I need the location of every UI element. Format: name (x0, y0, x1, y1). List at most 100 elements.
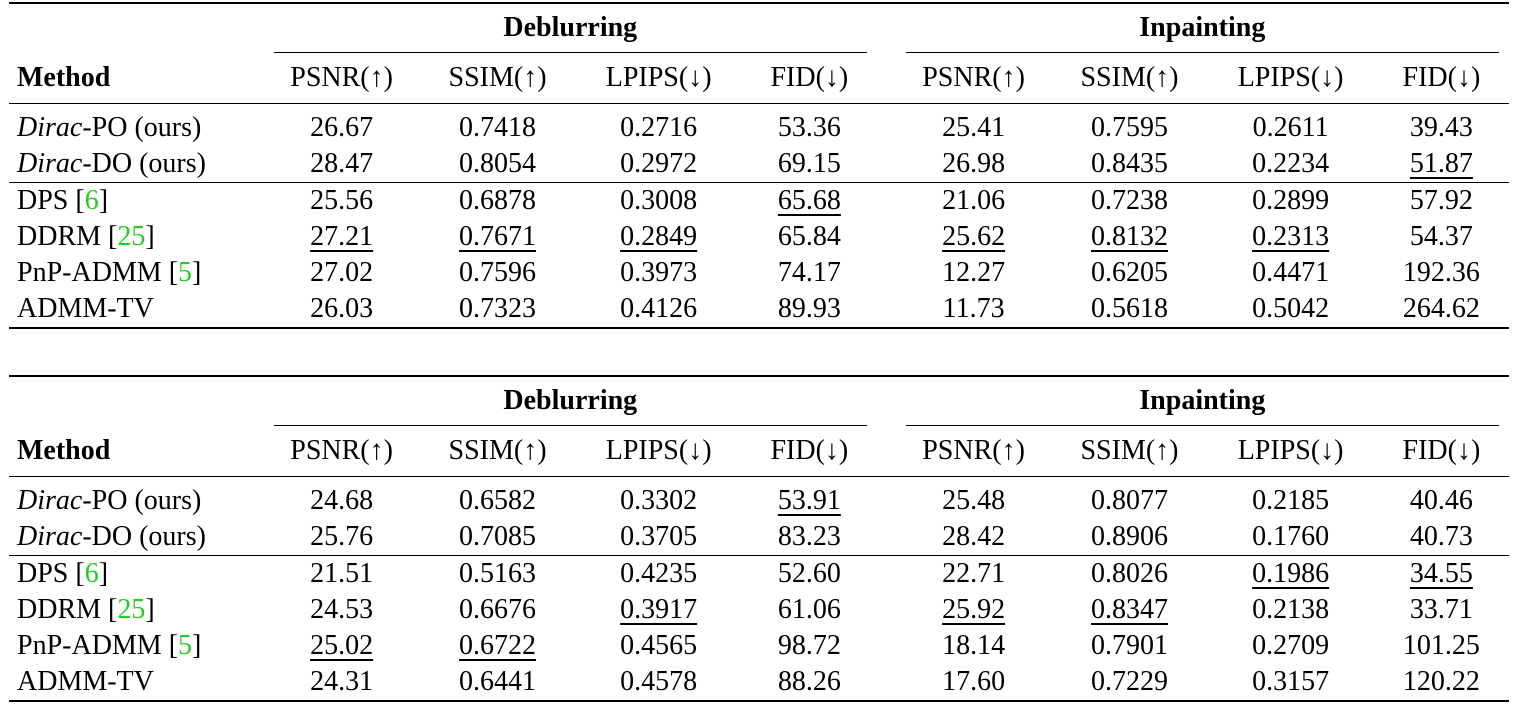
column-header: LPIPS(↓) (1237, 435, 1344, 466)
metric-cell: 28.47 (264, 146, 420, 183)
metric-value: 0.8054 (459, 148, 537, 179)
method-name-text: ADMM-TV (17, 666, 154, 697)
metric-value: 101.25 (1402, 630, 1480, 661)
column-gap (877, 219, 896, 255)
metric-value: 39.43 (1409, 112, 1473, 143)
metric-value: 0.5163 (459, 558, 537, 589)
metric-cell: 25.76 (264, 519, 420, 556)
metric-cell: 89.93 (742, 291, 877, 328)
metric-cell: 0.8435 (1052, 146, 1208, 183)
metric-value: 24.53 (310, 594, 374, 625)
metric-value: 25.56 (310, 185, 374, 216)
method-header: Method (17, 62, 111, 93)
table-row: Dirac-DO (ours) 25.76 0.7085 0.3705 83.23 28.… (9, 519, 1509, 556)
group-header-inpainting: Inpainting (896, 376, 1509, 426)
metric-value: 0.7595 (1091, 112, 1168, 143)
table-row: DPS [6] 21.51 0.5163 0.4235 52.60 22.71 0.8026… (9, 555, 1509, 593)
metric-value: 52.60 (777, 558, 841, 589)
metric-value: 74.17 (777, 257, 841, 288)
metric-value: 83.23 (777, 521, 841, 552)
column-gap (877, 556, 896, 593)
metric-cell: 0.4565 (575, 628, 741, 664)
metric-value: 0.2138 (1252, 594, 1330, 625)
metric-value: 0.7596 (459, 257, 537, 288)
metric-value: 24.31 (310, 666, 374, 697)
method-name-text: DPS (17, 558, 76, 589)
method-name-text: ADMM-TV (17, 293, 154, 324)
metric-value: 0.2611 (1252, 112, 1329, 143)
citation-link[interactable]: 6 (84, 558, 99, 589)
metric-value: 28.47 (310, 148, 374, 179)
metric-value: 0.2849 (620, 221, 698, 252)
group-label: Deblurring (273, 4, 867, 53)
metric-value: 0.7085 (459, 521, 537, 552)
citation-link[interactable]: 5 (178, 630, 193, 661)
metric-cell: 0.2709 (1207, 628, 1373, 664)
metric-cell: 0.7596 (420, 255, 576, 291)
metric-value: 27.02 (310, 257, 374, 288)
table-row: ADMM-TV 26.03 0.7323 0.4126 89.93 11.73 0.5618… (9, 291, 1509, 328)
metric-value: 0.4565 (620, 630, 698, 661)
group-label: Inpainting (905, 4, 1499, 53)
column-header: PSNR(↑) (922, 62, 1025, 93)
group-label: Inpainting (905, 377, 1499, 426)
metric-cell: 0.2313 (1207, 219, 1373, 255)
metric-value: 25.48 (942, 485, 1006, 516)
metric-cell: 24.53 (264, 592, 420, 628)
column-header: FID(↓) (770, 435, 849, 466)
metric-value: 57.92 (1409, 185, 1473, 216)
metric-value: 192.36 (1402, 257, 1480, 288)
column-gap (877, 146, 896, 183)
citation-link[interactable]: 25 (117, 221, 146, 252)
metric-cell: 101.25 (1374, 628, 1509, 664)
metric-value: 0.3917 (620, 594, 698, 625)
column-header: PSNR(↑) (290, 62, 393, 93)
method-header-spacer (9, 3, 264, 53)
metric-cell: 12.27 (896, 255, 1052, 291)
method-header-spacer (9, 376, 264, 426)
metric-cell: 0.2899 (1207, 183, 1373, 220)
metric-cell: 61.06 (742, 592, 877, 628)
metric-cell: 25.62 (896, 219, 1052, 255)
method-name: DPS [6] (17, 185, 109, 216)
metric-cell: 21.06 (896, 183, 1052, 220)
metric-value: 0.1986 (1252, 558, 1330, 589)
metric-value: 0.2716 (620, 112, 698, 143)
metric-cell: 24.68 (264, 477, 420, 520)
group-header-row: Deblurring Inpainting (9, 376, 1509, 426)
results-table-1: Deblurring Inpainting Method PSNR(↑) SSIM(↑)… (9, 2, 1509, 329)
metric-cell: 0.7418 (420, 104, 576, 147)
table-row: Dirac-PO (ours) 24.68 0.6582 0.3302 53.91 25.… (9, 476, 1509, 520)
citation-link[interactable]: 6 (84, 185, 99, 216)
metric-value: 65.68 (777, 185, 841, 216)
metric-cell: 0.6205 (1052, 255, 1208, 291)
metric-value: 0.7238 (1091, 185, 1168, 216)
metric-value: 120.22 (1402, 666, 1480, 697)
metric-value: 0.7229 (1091, 666, 1168, 697)
metric-value: 0.6205 (1091, 257, 1168, 288)
table-row: Dirac-PO (ours) 26.67 0.7418 0.2716 53.36 25.… (9, 103, 1509, 147)
metric-cell: 65.84 (742, 219, 877, 255)
group-header-deblurring: Deblurring (264, 3, 877, 53)
citation-link[interactable]: 5 (178, 257, 193, 288)
metric-cell: 28.42 (896, 519, 1052, 556)
method-name-text: -DO (ours) (82, 521, 206, 552)
column-gap (877, 628, 896, 664)
metric-cell: 52.60 (742, 556, 877, 593)
metric-cell: 0.6722 (420, 628, 576, 664)
column-gap (877, 255, 896, 291)
metric-cell: 0.4126 (575, 291, 741, 328)
metric-value: 0.8435 (1091, 148, 1168, 179)
metric-value: 33.71 (1409, 594, 1473, 625)
citation-link[interactable]: 25 (117, 594, 146, 625)
metric-cell: 0.6676 (420, 592, 576, 628)
metric-value: 27.21 (310, 221, 374, 252)
metric-value: 0.3705 (620, 521, 698, 552)
metric-cell: 25.02 (264, 628, 420, 664)
metric-value: 0.4235 (620, 558, 698, 589)
metric-value: 21.06 (942, 185, 1006, 216)
metric-value: 40.73 (1409, 521, 1473, 552)
metric-value: 0.2185 (1252, 485, 1330, 516)
metric-value: 0.6441 (459, 666, 537, 697)
column-gap (877, 104, 896, 147)
